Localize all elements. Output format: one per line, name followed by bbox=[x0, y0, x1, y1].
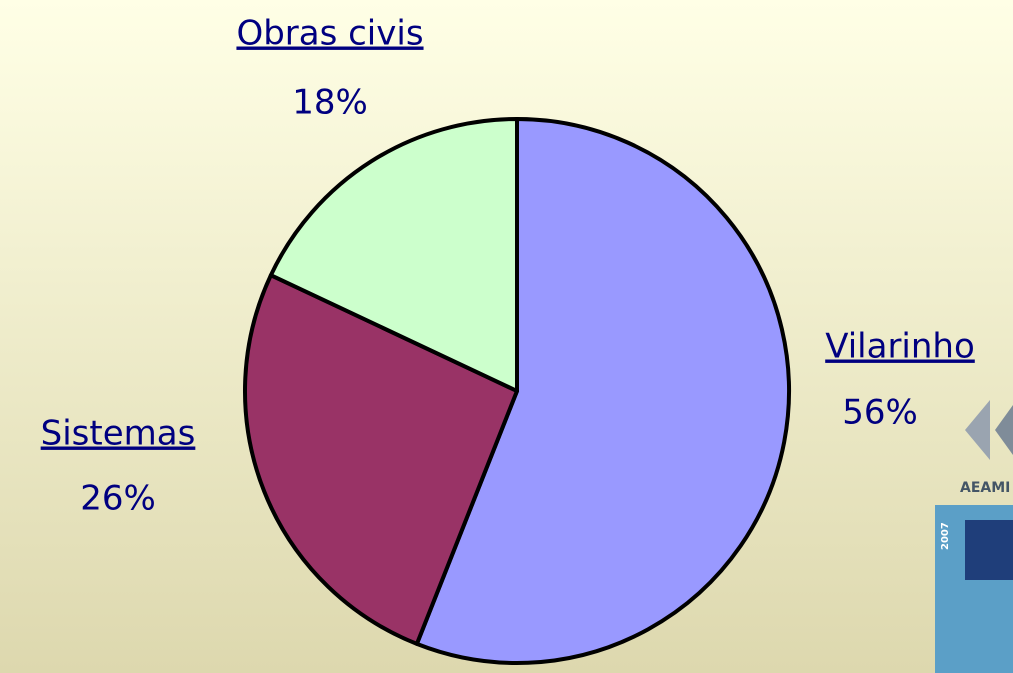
logo-year: 2007 bbox=[940, 522, 951, 550]
slide: AEAMI 2007 Vilarinho 56% Sistemas 26% Obras … bbox=[0, 0, 1013, 673]
value-label: 56% bbox=[842, 393, 918, 433]
slice-label: Sistemas bbox=[41, 414, 196, 454]
slice-label: Vilarinho bbox=[825, 327, 975, 367]
logo-text: AEAMI bbox=[960, 480, 1010, 496]
pie bbox=[245, 119, 789, 663]
value-label: 18% bbox=[292, 83, 368, 123]
value-label: 26% bbox=[80, 479, 156, 519]
slice-label: Obras civis bbox=[236, 14, 423, 54]
